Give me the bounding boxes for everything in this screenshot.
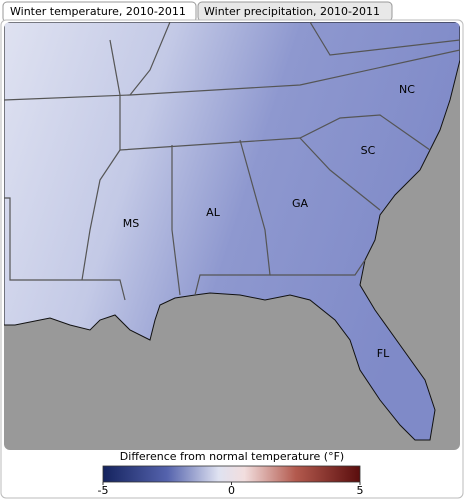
state-label: SC [361,144,376,157]
tick-label: 5 [357,484,364,497]
state-label: AL [206,206,221,219]
state-label: FL [377,347,390,360]
state-labels: NC SC GA AL MS FL [123,83,416,360]
tab-label[interactable]: Winter temperature, 2010-2011 [10,5,186,18]
state-label: NC [399,83,415,96]
tab-label[interactable]: Winter precipitation, 2010-2011 [204,5,380,18]
state-label: MS [123,217,139,230]
state-label: GA [292,197,309,210]
land [4,22,460,441]
state-borders [4,22,460,301]
tick-label: -5 [98,484,109,497]
colorbar [102,465,361,483]
legend-title: Difference from normal temperature (°F) [120,450,344,463]
tick-label: 0 [228,484,235,497]
map [4,22,460,450]
